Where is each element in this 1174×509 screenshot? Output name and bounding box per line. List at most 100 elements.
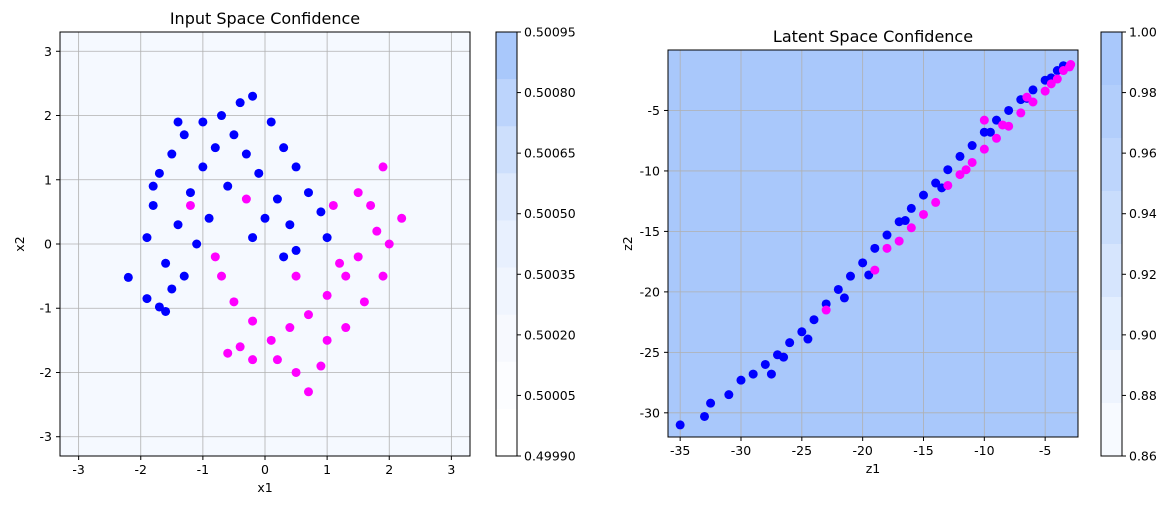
scatter-point	[229, 130, 239, 140]
scatter-point	[241, 149, 251, 159]
axes-frame	[667, 49, 1079, 438]
scatter-point	[858, 258, 868, 268]
scatter-point	[724, 390, 734, 400]
scatter-point	[154, 168, 164, 178]
scatter-point	[322, 290, 332, 300]
scatter-point	[882, 243, 892, 253]
scatter-point	[779, 352, 789, 362]
scatter-point	[906, 203, 916, 213]
scatter-point	[154, 302, 164, 312]
colorbar-frame	[495, 31, 518, 457]
scatter-point	[167, 149, 177, 159]
scatter-point	[736, 375, 746, 385]
scatter-point	[797, 327, 807, 337]
y-axis-label: z2	[620, 236, 635, 251]
scatter-point	[173, 220, 183, 230]
scatter-point	[372, 226, 382, 236]
y-tick-label: -10	[640, 163, 660, 178]
colorbar-tick-label: 0.88	[1129, 388, 1157, 403]
scatter-point	[384, 239, 394, 249]
colorbar-band	[1101, 32, 1122, 86]
scatter-point	[303, 188, 313, 198]
chart-2: -35 -30 -25 -20 -15 -10 -5 -30 -25 -20 -15 -10 -5 Lat…	[620, 25, 1157, 477]
scatter-point	[882, 230, 892, 240]
scatter-point	[161, 258, 171, 268]
scatter-point	[248, 355, 258, 365]
colorbar-tick-label: 0.98	[1129, 85, 1157, 100]
colorbar-band	[1101, 191, 1122, 245]
scatter-point	[266, 117, 276, 127]
scatter-point	[142, 233, 152, 243]
scatter-point	[785, 338, 795, 348]
scatter-point	[979, 144, 989, 154]
x-tick-label: -5	[1039, 443, 1051, 458]
scatter-point	[254, 168, 264, 178]
colorbar-band	[1101, 244, 1122, 298]
scatter-point	[148, 181, 158, 191]
scatter-point	[248, 233, 258, 243]
scatter-point	[260, 213, 270, 223]
scatter-point	[235, 342, 245, 352]
scatter-point	[943, 165, 953, 175]
scatter-point	[217, 271, 227, 281]
colorbar-band	[496, 408, 517, 457]
scatter-point	[943, 180, 953, 190]
scatter-point	[833, 284, 843, 294]
scatter-point	[366, 200, 376, 210]
x-tick-label: 0	[261, 462, 269, 477]
colorbar-band	[496, 361, 517, 410]
chart-1: -3 -2 -1 0 1 2 3 -3 -2 -1 0 1 2 3 Input Space Confiden…	[12, 9, 576, 495]
x-axis-label: x1	[257, 480, 272, 495]
y-tick-label: 0	[44, 237, 52, 252]
scatter-point	[316, 361, 326, 371]
scatter-point	[967, 141, 977, 151]
scatter-point	[272, 355, 282, 365]
scatter-point	[173, 117, 183, 127]
colorbar-tick-label: 0.50095	[524, 25, 576, 40]
scatter-point	[229, 297, 239, 307]
scatter-point	[864, 270, 874, 280]
scatter-point	[248, 91, 258, 101]
x-tick-label: 3	[447, 462, 455, 477]
colorbar-tick-label: 0.50005	[524, 388, 576, 403]
scatter-point	[1028, 97, 1038, 107]
colorbar-band	[496, 32, 517, 80]
scatter-point	[900, 216, 910, 226]
scatter-point	[1028, 85, 1038, 95]
scatter-point	[248, 316, 258, 326]
colorbar-tick-label: 0.92	[1129, 267, 1157, 282]
scatter-point	[931, 197, 941, 207]
colorbar-band	[496, 314, 517, 363]
x-axis-label: z1	[866, 461, 881, 476]
scatter-point	[272, 194, 282, 204]
colorbar-tick-label: 0.90	[1129, 327, 1157, 342]
scatter-point	[766, 369, 776, 379]
colorbar-tick-label: 0.86	[1129, 449, 1157, 464]
scatter-point	[378, 271, 388, 281]
colorbar-band	[1101, 297, 1122, 351]
scatter-point	[335, 258, 345, 268]
scatter-point	[809, 315, 819, 325]
scatter-point	[142, 294, 152, 304]
scatter-point	[675, 420, 685, 430]
colorbar-tick-label: 0.96	[1129, 146, 1157, 161]
scatter-point	[192, 239, 202, 249]
scatter-point	[1016, 108, 1026, 118]
scatter-point	[1046, 79, 1056, 89]
x-tick-label: -15	[913, 443, 933, 458]
scatter-point	[266, 335, 276, 345]
x-tick-label: -35	[670, 443, 690, 458]
scatter-point	[845, 271, 855, 281]
scatter-point	[322, 233, 332, 243]
scatter-point	[967, 157, 977, 167]
scatter-point	[210, 143, 220, 153]
colorbar-tick-label: 0.49990	[524, 449, 576, 464]
colorbar: 0.50095 0.50080 0.50065 0.50050 0.50035 0.500…	[495, 25, 576, 464]
scatter-point	[291, 271, 301, 281]
scatter-point	[760, 359, 770, 369]
x-tick-label: -1	[197, 462, 209, 477]
scatter-point	[397, 213, 407, 223]
colorbar-frame	[1100, 31, 1123, 457]
x-tick-label: 2	[385, 462, 393, 477]
y-tick-label: -3	[40, 429, 52, 444]
